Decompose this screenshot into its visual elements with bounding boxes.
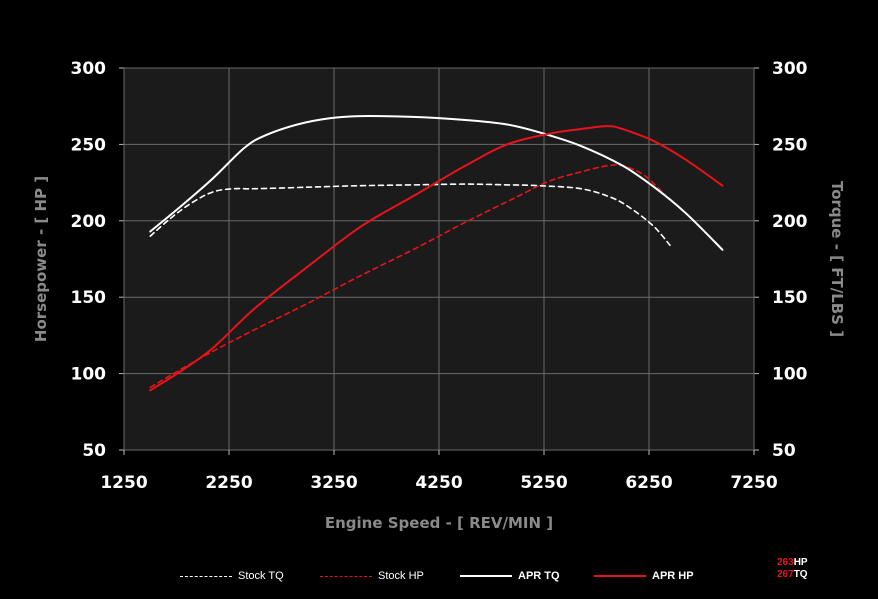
x-tick-label: 4250	[415, 473, 462, 493]
x-tick-label: 7250	[730, 473, 777, 493]
legend-label-stock-tq: Stock TQ	[238, 570, 284, 582]
left-tick-label: 150	[71, 288, 107, 308]
left-tick-label: 100	[71, 365, 107, 385]
legend: Stock TQ Stock HP APR TQ APR HP	[0, 566, 878, 586]
peak-values: 263HP 267TQ	[777, 557, 808, 581]
right-tick-label: 150	[772, 288, 808, 308]
right-axis-ticks: 50 100 150 200 250 300	[772, 59, 808, 461]
grid-lines	[119, 67, 759, 455]
legend-swatch-stock-tq	[180, 575, 232, 577]
legend-item-apr-hp: APR HP	[594, 566, 694, 586]
series-line-apr-tq	[149, 115, 724, 251]
peak-hp-value: 263	[777, 557, 794, 568]
x-axis-ticks: 1250 2250 3250 4250 5250 6250 7250	[100, 473, 777, 493]
left-axis-title: Horsepower - [ HP ]	[32, 176, 50, 342]
right-tick-label: 300	[772, 59, 808, 79]
right-tick-label: 100	[772, 365, 808, 385]
x-tick-label: 2250	[205, 473, 252, 493]
series-line-stock-tq	[149, 183, 671, 246]
x-tick-label: 3250	[310, 473, 357, 493]
x-tick-label: 1250	[100, 473, 147, 493]
left-tick-label: 200	[71, 212, 107, 232]
peak-tq-value: 267	[777, 569, 794, 580]
legend-item-stock-tq: Stock TQ	[180, 566, 284, 586]
peak-tq: 267TQ	[777, 569, 808, 581]
left-axis-ticks: 50 100 150 200 250 300	[71, 59, 107, 461]
right-tick-label: 200	[772, 212, 808, 232]
x-axis-title: Engine Speed - [ REV/MIN ]	[325, 514, 553, 532]
legend-swatch-apr-tq	[460, 575, 512, 577]
legend-item-apr-tq: APR TQ	[460, 566, 560, 586]
legend-label-apr-hp: APR HP	[652, 570, 694, 582]
peak-hp: 263HP	[777, 557, 808, 569]
series-line-apr-hp	[149, 125, 724, 392]
series-lines	[149, 115, 724, 392]
legend-swatch-apr-hp	[594, 575, 646, 577]
right-tick-label: 250	[772, 135, 808, 155]
peak-hp-unit: HP	[793, 557, 808, 568]
left-tick-label: 50	[82, 441, 106, 461]
right-axis-title: Torque - [ FT/LBS ]	[828, 181, 846, 337]
peak-tq-unit: TQ	[793, 569, 808, 580]
legend-label-apr-tq: APR TQ	[518, 570, 560, 582]
x-tick-label: 5250	[520, 473, 567, 493]
legend-item-stock-hp: Stock HP	[320, 566, 424, 586]
legend-swatch-stock-hp	[320, 575, 372, 577]
left-tick-label: 300	[71, 59, 107, 79]
right-tick-label: 50	[772, 441, 796, 461]
legend-label-stock-hp: Stock HP	[378, 570, 424, 582]
x-tick-label: 6250	[625, 473, 672, 493]
left-tick-label: 250	[71, 135, 107, 155]
